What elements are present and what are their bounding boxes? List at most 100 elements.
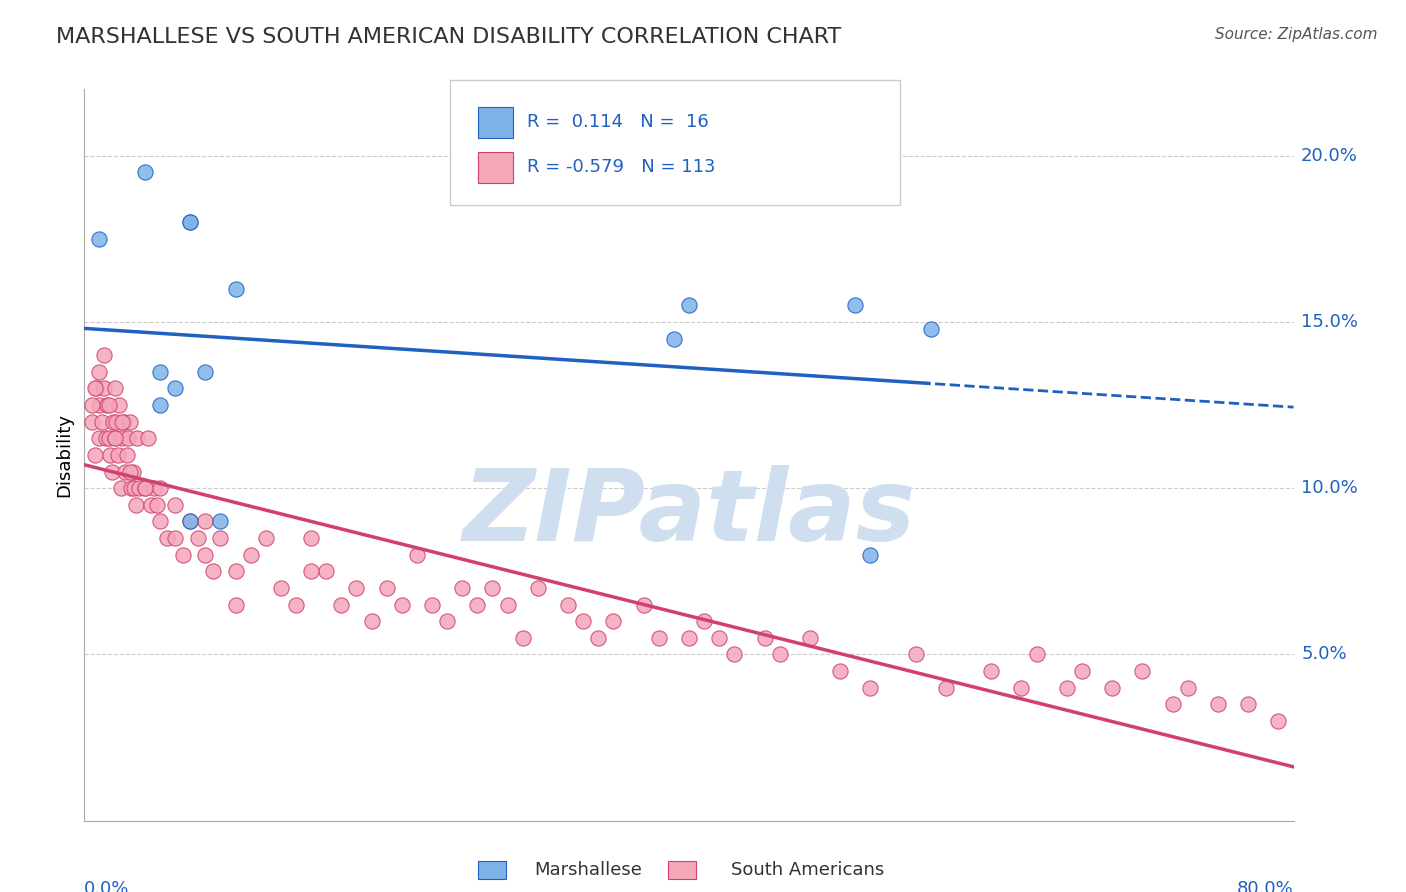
Point [1025, 648, 1047, 662]
Point [194, 515, 217, 529]
Point [101, 415, 124, 429]
Point [572, 614, 595, 628]
Point [146, 498, 169, 512]
Point [89, 232, 111, 246]
Point [859, 548, 882, 562]
Text: 20.0%: 20.0% [1301, 146, 1358, 165]
Point [149, 398, 172, 412]
Point [108, 398, 131, 412]
Point [1267, 714, 1289, 728]
Point [436, 614, 458, 628]
Text: 10.0%: 10.0% [1301, 479, 1358, 497]
Point [496, 598, 519, 612]
Point [97, 398, 120, 412]
Point [117, 431, 139, 445]
Point [375, 581, 398, 595]
Point [709, 631, 731, 645]
Text: 80.0%: 80.0% [1237, 880, 1294, 892]
Point [149, 515, 172, 529]
Point [209, 531, 232, 545]
Point [104, 431, 127, 445]
Point [1011, 681, 1033, 695]
Point [527, 581, 550, 595]
Point [270, 581, 292, 595]
Point [633, 598, 655, 612]
Point [330, 598, 353, 612]
Point [844, 298, 866, 312]
Point [100, 465, 122, 479]
Point [225, 282, 247, 296]
Point [94, 431, 117, 445]
Text: R =  0.114   N =  16: R = 0.114 N = 16 [527, 113, 709, 131]
Point [107, 448, 129, 462]
Point [156, 531, 179, 545]
Point [194, 548, 217, 562]
Point [602, 614, 624, 628]
Point [122, 481, 145, 495]
Point [285, 598, 308, 612]
Point [89, 398, 111, 412]
Point [1237, 698, 1260, 712]
Point [136, 431, 159, 445]
Point [201, 564, 224, 578]
Point [723, 648, 745, 662]
Point [93, 381, 115, 395]
Point [91, 415, 114, 429]
Point [187, 531, 209, 545]
Point [360, 614, 382, 628]
Y-axis label: Disability: Disability [55, 413, 73, 497]
Point [935, 681, 957, 695]
Point [125, 498, 148, 512]
Point [451, 581, 474, 595]
Point [127, 431, 149, 445]
Point [588, 631, 610, 645]
Point [678, 631, 700, 645]
Text: Source: ZipAtlas.com: Source: ZipAtlas.com [1215, 27, 1378, 42]
Point [830, 664, 852, 678]
Point [104, 381, 127, 395]
Point [254, 531, 277, 545]
Point [799, 631, 821, 645]
Point [980, 664, 1002, 678]
Point [111, 431, 134, 445]
Point [96, 398, 118, 412]
Point [105, 415, 128, 429]
Point [179, 215, 201, 229]
Point [769, 648, 792, 662]
Point [299, 564, 322, 578]
Point [80, 398, 103, 412]
Point [859, 681, 882, 695]
Point [110, 481, 132, 495]
Point [80, 415, 103, 429]
Text: R = -0.579   N = 113: R = -0.579 N = 113 [527, 158, 716, 176]
Point [172, 548, 194, 562]
Point [1206, 698, 1229, 712]
Point [84, 381, 107, 395]
Point [315, 564, 337, 578]
Point [299, 531, 322, 545]
Point [512, 631, 534, 645]
Point [98, 448, 121, 462]
Point [111, 415, 134, 429]
Point [115, 448, 138, 462]
Point [239, 548, 262, 562]
Point [139, 498, 162, 512]
Point [467, 598, 489, 612]
Point [225, 598, 247, 612]
Point [89, 431, 111, 445]
Point [209, 515, 232, 529]
Point [179, 515, 201, 529]
Point [134, 165, 156, 179]
Text: South Americans: South Americans [731, 861, 884, 879]
Point [134, 481, 156, 495]
Point [93, 348, 115, 362]
Point [104, 431, 127, 445]
Point [225, 564, 247, 578]
Point [693, 614, 716, 628]
Point [391, 598, 413, 612]
Point [754, 631, 776, 645]
Point [134, 481, 156, 495]
Point [118, 465, 141, 479]
Point [1161, 698, 1184, 712]
Point [86, 381, 108, 395]
